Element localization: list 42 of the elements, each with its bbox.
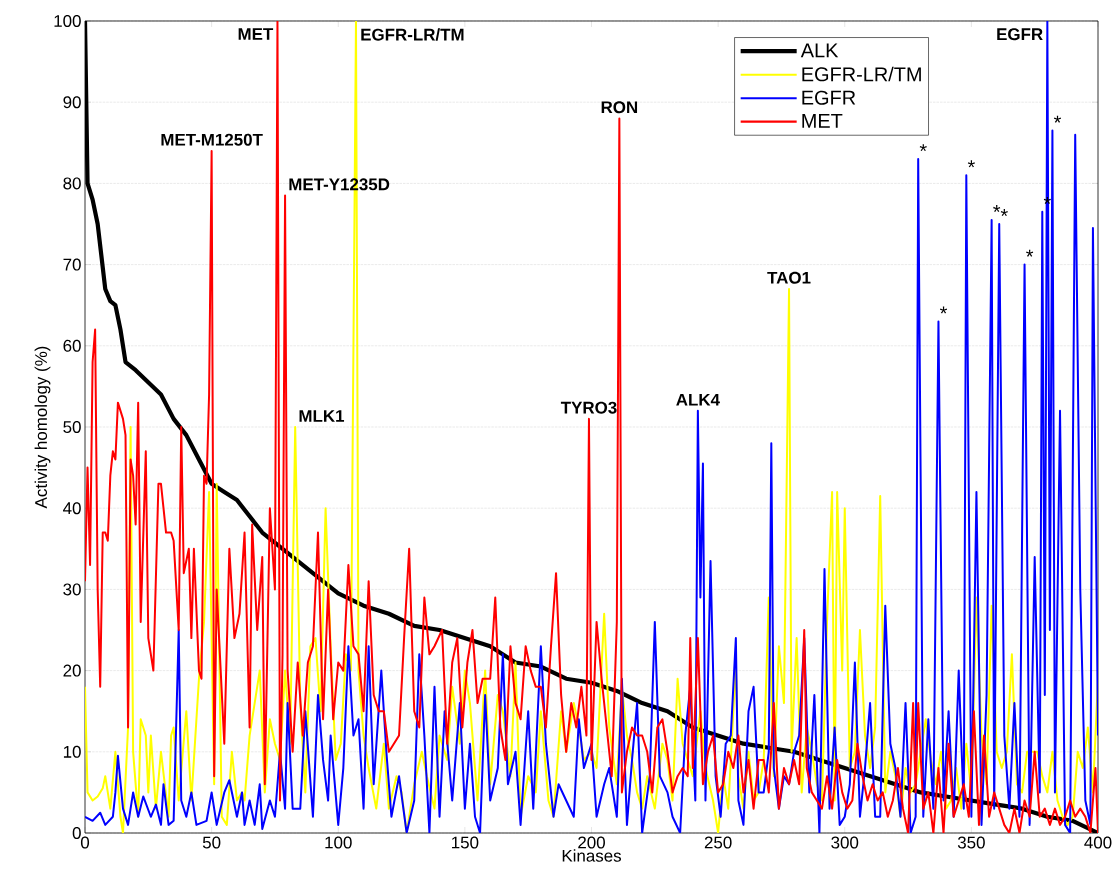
- y-axis-title: Activity homology (%): [34, 346, 51, 509]
- annotation: *: [1026, 249, 1034, 257]
- annotation: MET: [238, 28, 274, 40]
- annotation: MLK1: [299, 410, 345, 422]
- x-tick-label: 150: [452, 836, 479, 849]
- y-tick-label: 20: [63, 664, 81, 677]
- annotation: *: [967, 160, 975, 168]
- annotation: TAO1: [767, 271, 811, 284]
- y-tick-label: 40: [63, 502, 81, 515]
- annotation: MET-M1250T: [161, 133, 263, 146]
- y-tick-label: 0: [72, 827, 81, 839]
- x-tick-label: 100: [325, 836, 352, 849]
- annotation: ALK4: [676, 393, 720, 406]
- x-tick-label: 250: [704, 836, 732, 849]
- annotation: *: [919, 144, 927, 152]
- annotation: EGFR: [997, 28, 1043, 41]
- y-tick-label: 70: [63, 258, 81, 271]
- annotation: RON: [601, 101, 638, 114]
- annotation: EGFR-LR/TM: [361, 28, 464, 41]
- annotation: *: [1053, 115, 1062, 123]
- x-tick-label: 200: [578, 836, 605, 849]
- y-tick-label: 80: [63, 177, 81, 190]
- annotation: *: [993, 205, 1001, 213]
- y-tick-label: 10: [63, 745, 81, 758]
- y-tick-label: 100: [54, 14, 81, 27]
- y-tick-label: 60: [63, 339, 81, 352]
- x-tick-label: 0: [80, 836, 90, 849]
- annotation: *: [1000, 209, 1008, 217]
- y-tick-label: 90: [63, 96, 81, 109]
- annotation: *: [939, 306, 948, 314]
- x-tick-label: 50: [202, 836, 221, 849]
- legend-label: MET: [802, 114, 843, 128]
- legend-label: ALK: [800, 43, 839, 58]
- x-axis-title: Kinases: [562, 849, 622, 862]
- y-tick-label: 30: [63, 583, 81, 596]
- x-tick-label: 350: [957, 836, 985, 849]
- legend-label: EGFR-LR/TM: [802, 66, 921, 82]
- x-tick-label: 400: [1084, 836, 1112, 849]
- x-tick-label: 300: [831, 836, 859, 849]
- annotation: TYRO3: [560, 401, 617, 414]
- legend-label: EGFR: [802, 90, 856, 105]
- y-tick-label: 50: [63, 421, 81, 433]
